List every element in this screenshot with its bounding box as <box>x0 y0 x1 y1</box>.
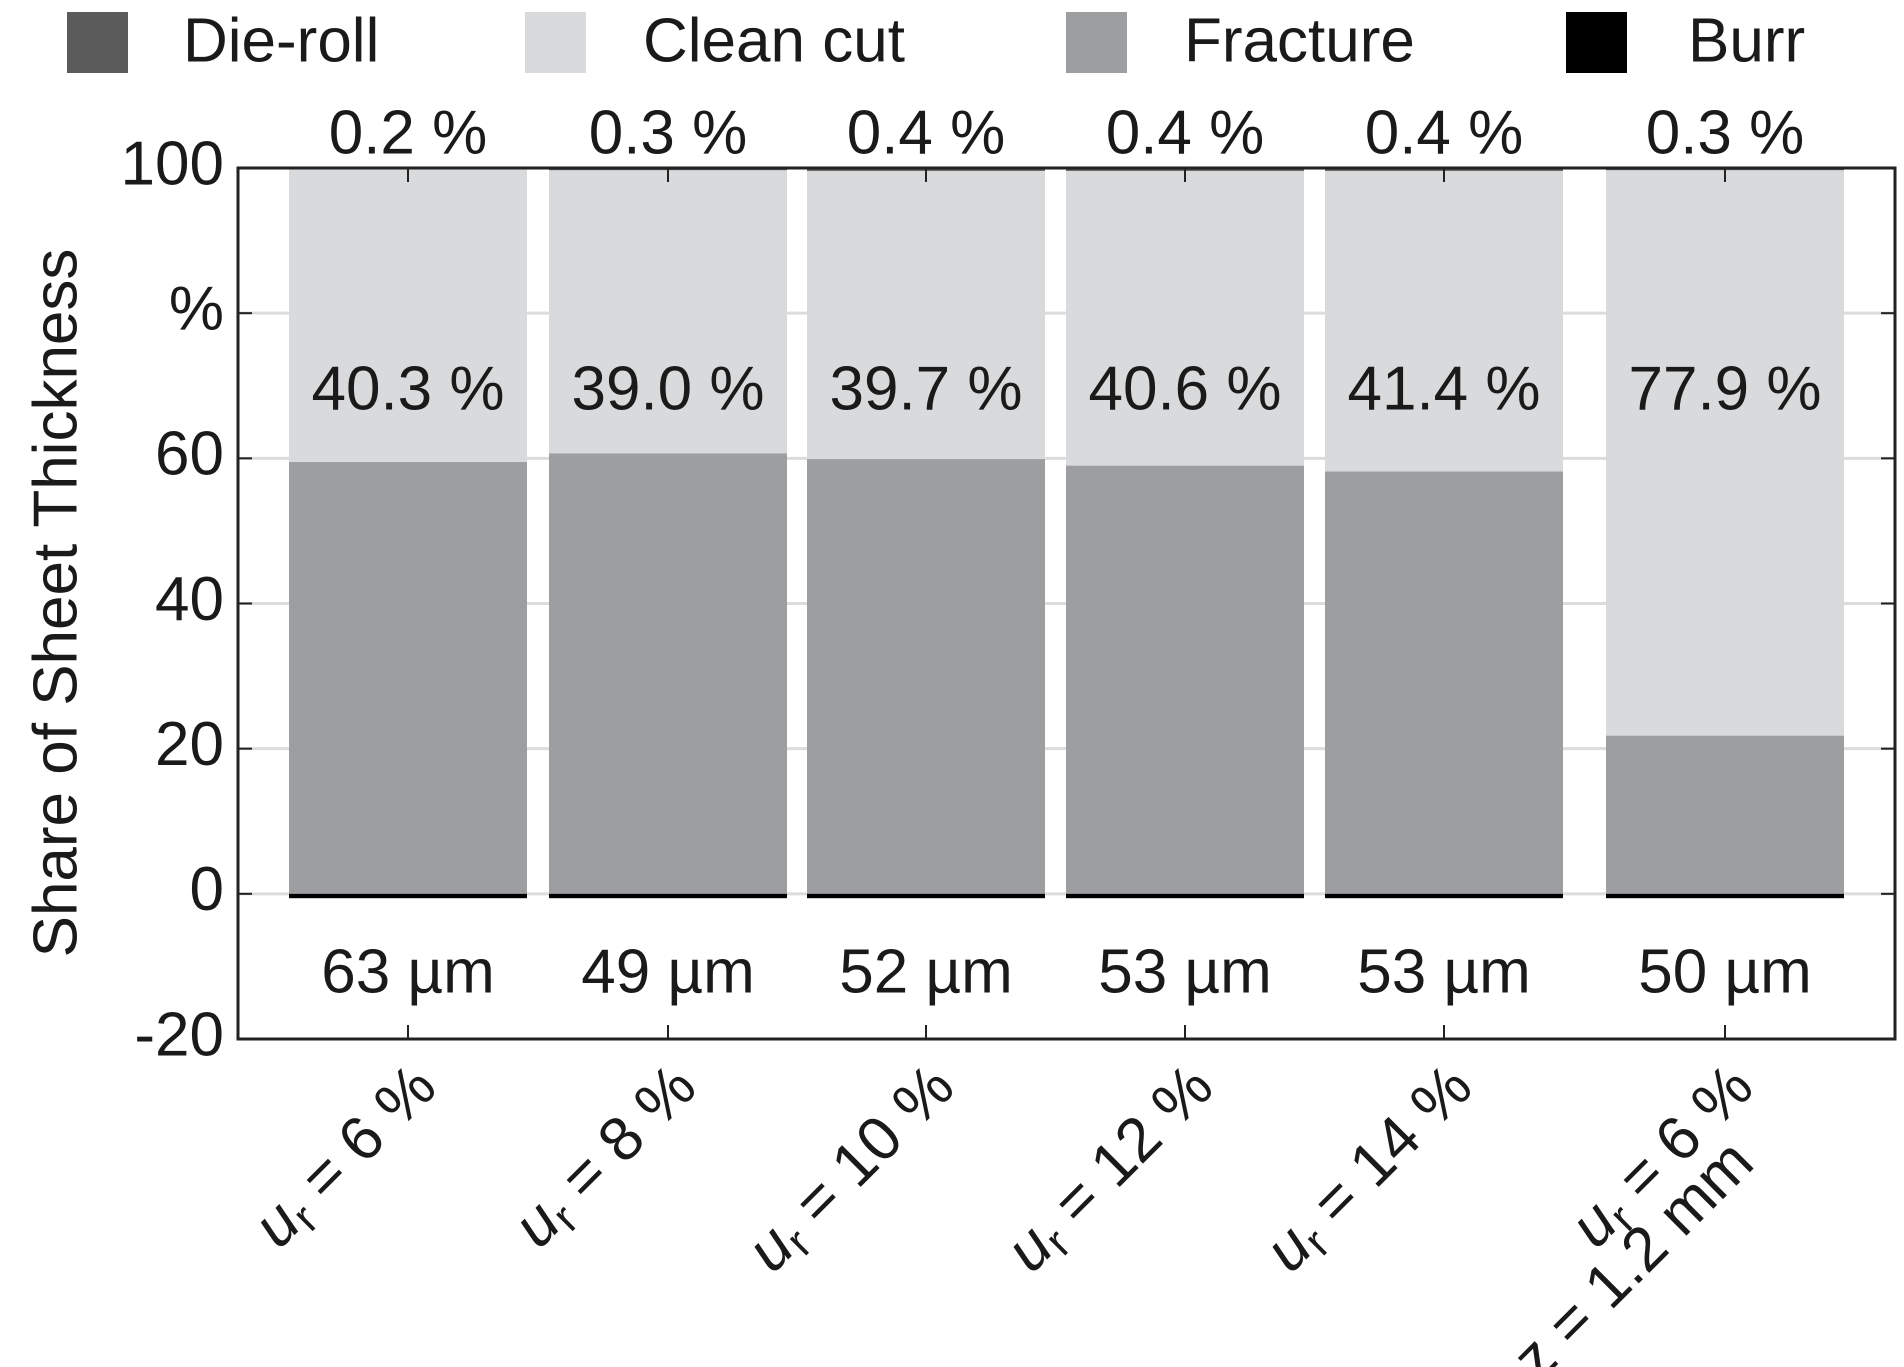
bar-segment <box>1066 893 1304 899</box>
legend-label: Burr <box>1688 6 1805 75</box>
x-tick-label: ur = 12 % <box>993 1052 1230 1289</box>
value-label: 0.3 % <box>1646 98 1805 167</box>
bar-segment <box>1066 170 1304 466</box>
bar-segment <box>1325 893 1563 899</box>
bar-segment <box>289 169 527 462</box>
y-tick-label: % <box>169 275 224 344</box>
bar-segment <box>549 453 787 894</box>
legend-label: Fracture <box>1184 6 1415 75</box>
y-tick-label: 60 <box>155 420 224 489</box>
value-label: 0.2 % <box>329 98 488 167</box>
burr-label: 49 µm <box>581 937 755 1006</box>
burr-label: 50 µm <box>1638 937 1812 1006</box>
y-tick-label: 40 <box>155 565 224 634</box>
value-label: 41.4 % <box>1347 354 1540 423</box>
burr-label: 53 µm <box>1357 937 1531 1006</box>
y-axis-label: Share of Sheet Thickness <box>21 249 90 958</box>
value-label: 0.4 % <box>1365 98 1524 167</box>
bar-segment <box>549 170 787 454</box>
bar-segment <box>1325 471 1563 894</box>
bar-segment <box>289 461 527 894</box>
x-tick-label: ur = 10 % <box>734 1052 971 1289</box>
bar-segment <box>807 893 1045 899</box>
legend-swatch <box>1066 12 1127 73</box>
x-tick-label: ur = 14 % <box>1252 1052 1489 1289</box>
value-label: 77.9 % <box>1628 354 1821 423</box>
value-label: 0.3 % <box>589 98 748 167</box>
x-tick-label: ur = 8 % <box>500 1052 713 1265</box>
value-label: 39.0 % <box>571 354 764 423</box>
value-label: 40.6 % <box>1088 354 1281 423</box>
bar-segment <box>1606 735 1844 894</box>
y-tick-label: 20 <box>155 710 224 779</box>
value-label: 40.3 % <box>311 354 504 423</box>
burr-label: 52 µm <box>839 937 1013 1006</box>
burr-label: 53 µm <box>1098 937 1272 1006</box>
y-tick-label: -20 <box>134 1000 224 1069</box>
x-tick-label: ur = 6 % <box>240 1052 453 1265</box>
bar-segment <box>1606 893 1844 899</box>
burr-label: 63 µm <box>321 937 495 1006</box>
legend-swatch <box>67 12 128 73</box>
bar-segment <box>1606 170 1844 736</box>
legend-swatch <box>525 12 586 73</box>
bar-segment <box>289 893 527 899</box>
plot-frame <box>236 166 1897 1041</box>
legend-label: Clean cut <box>643 6 905 75</box>
bar-segment <box>1066 465 1304 894</box>
legend-swatch <box>1566 12 1627 73</box>
value-label: 39.7 % <box>829 354 1022 423</box>
value-label: 0.4 % <box>1106 98 1265 167</box>
y-tick-label: 0 <box>190 855 224 924</box>
bar-segment <box>807 170 1045 460</box>
value-label: 0.4 % <box>847 98 1006 167</box>
bar-segment <box>549 893 787 899</box>
y-tick-label: 100 <box>121 129 224 198</box>
legend-label: Die-roll <box>183 6 379 75</box>
bar-segment <box>1325 170 1563 472</box>
bar-segment <box>807 459 1045 894</box>
